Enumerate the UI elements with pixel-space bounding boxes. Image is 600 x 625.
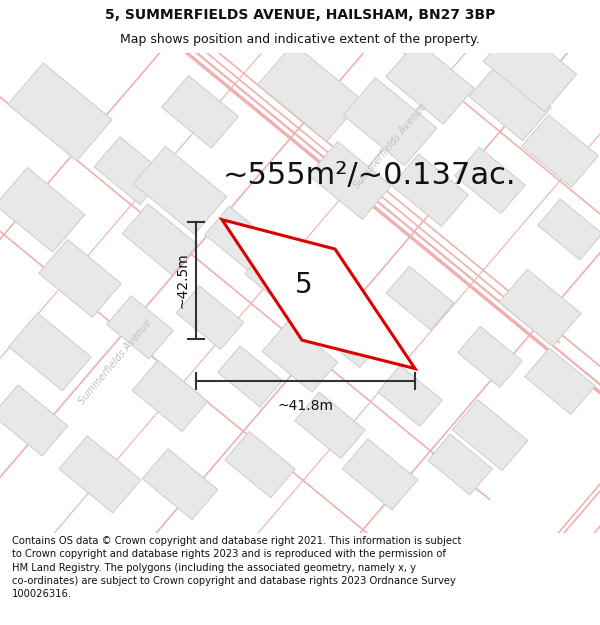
Polygon shape <box>107 296 173 359</box>
Polygon shape <box>133 146 227 234</box>
Polygon shape <box>469 64 551 141</box>
Polygon shape <box>343 78 437 166</box>
Polygon shape <box>521 115 598 188</box>
Polygon shape <box>458 326 523 388</box>
Polygon shape <box>9 313 91 391</box>
Polygon shape <box>525 348 595 414</box>
Polygon shape <box>59 436 141 513</box>
Text: ~555m²/~0.137ac.: ~555m²/~0.137ac. <box>223 161 517 190</box>
Polygon shape <box>386 266 454 330</box>
Polygon shape <box>142 449 218 519</box>
Polygon shape <box>245 245 315 312</box>
Polygon shape <box>392 154 469 226</box>
Polygon shape <box>176 286 244 349</box>
Polygon shape <box>0 168 85 252</box>
Polygon shape <box>386 41 474 124</box>
Polygon shape <box>225 431 295 498</box>
Text: ~41.8m: ~41.8m <box>277 399 334 413</box>
Text: Map shows position and indicative extent of the property.: Map shows position and indicative extent… <box>120 33 480 46</box>
Text: 5, SUMMERFIELDS AVENUE, HAILSHAM, BN27 3BP: 5, SUMMERFIELDS AVENUE, HAILSHAM, BN27 3… <box>105 8 495 22</box>
Polygon shape <box>94 137 166 204</box>
Text: Summerfields Avenue: Summerfields Avenue <box>77 318 154 406</box>
Polygon shape <box>377 366 442 426</box>
Polygon shape <box>428 434 493 495</box>
Polygon shape <box>222 219 415 369</box>
Text: Contains OS data © Crown copyright and database right 2021. This information is : Contains OS data © Crown copyright and d… <box>12 536 461 599</box>
Polygon shape <box>538 199 600 260</box>
Text: ~42.5m: ~42.5m <box>175 253 189 308</box>
Polygon shape <box>309 141 391 219</box>
Polygon shape <box>8 63 112 161</box>
Polygon shape <box>161 76 238 148</box>
Polygon shape <box>317 307 382 368</box>
Polygon shape <box>218 346 283 407</box>
Text: Summerfields Avenue: Summerfields Avenue <box>352 102 428 191</box>
Polygon shape <box>262 321 338 392</box>
Polygon shape <box>452 400 528 471</box>
Polygon shape <box>455 148 525 214</box>
Polygon shape <box>483 24 577 112</box>
Polygon shape <box>258 43 362 141</box>
Polygon shape <box>205 206 275 272</box>
Polygon shape <box>122 204 198 275</box>
Polygon shape <box>499 269 581 346</box>
Polygon shape <box>295 392 365 459</box>
Text: 5: 5 <box>295 271 313 299</box>
Polygon shape <box>342 439 418 510</box>
Polygon shape <box>0 385 68 456</box>
Polygon shape <box>39 239 121 318</box>
Polygon shape <box>132 361 208 431</box>
